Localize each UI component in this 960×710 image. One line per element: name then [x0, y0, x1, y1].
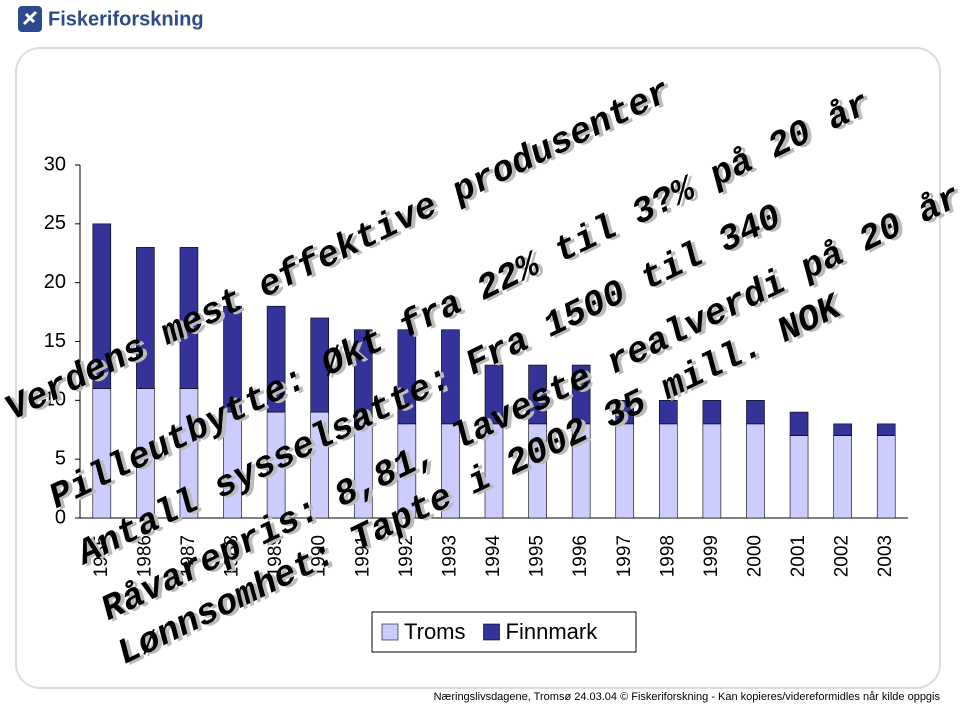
- x-tick-label: 1987: [178, 535, 199, 577]
- bar-segment: [528, 364, 547, 425]
- bar-segment: [876, 423, 896, 436]
- y-tick-label: 15: [44, 330, 66, 352]
- bar-segment: [833, 435, 852, 519]
- x-tick-label: 1990: [309, 535, 330, 577]
- y-tick-label: 10: [44, 389, 66, 411]
- logo-text: Fiskeriforskning: [48, 8, 204, 30]
- bar-segment: [833, 423, 852, 436]
- legend-swatch: [483, 623, 500, 641]
- bar-segment: [310, 317, 329, 413]
- x-tick-label: 1988: [222, 535, 243, 577]
- x-tick-label: 1993: [439, 535, 460, 577]
- bar-segment: [136, 247, 155, 389]
- y-tick-label: 20: [44, 271, 66, 293]
- bar-segment: [746, 423, 765, 519]
- bar-segment: [571, 364, 591, 425]
- x-tick-label: 1985: [91, 535, 112, 577]
- y-tick-label: 5: [55, 447, 66, 469]
- bar-segment: [397, 329, 417, 425]
- bar-segment: [789, 435, 809, 519]
- bar-segment: [876, 435, 896, 519]
- chart: 0 5 10 15 20 25 30 1985 1986 1987 1988 1989 1990 1991…: [44, 153, 908, 653]
- bar-segment: [702, 400, 722, 425]
- x-tick-label: 1996: [570, 535, 591, 577]
- bar-segment: [441, 329, 460, 425]
- bar-segment: [789, 411, 809, 436]
- bar-segment: [659, 423, 678, 519]
- x-tick-label: 1992: [396, 535, 417, 577]
- legend-label: Finnmark: [506, 619, 599, 644]
- x-tick-label: 1999: [701, 535, 722, 577]
- x-tick-label: 1989: [265, 535, 286, 577]
- bar-segment: [223, 305, 242, 413]
- x-tick-label: 1994: [483, 535, 504, 578]
- x-tick-label: 1991: [352, 535, 373, 577]
- bar-segment: [484, 364, 504, 425]
- bar-segment: [353, 329, 373, 425]
- bar-segment: [266, 305, 286, 413]
- legend-swatch: [381, 623, 399, 641]
- x-tick-label: 2003: [875, 535, 896, 577]
- y-tick-label: 30: [44, 153, 66, 175]
- x-tick-label: 1998: [657, 535, 678, 577]
- bar-segment: [659, 400, 678, 425]
- y-tick-label: 25: [44, 212, 66, 234]
- y-tick-label: 0: [55, 506, 66, 528]
- x-tick-label: 2002: [832, 535, 853, 577]
- bar-segment: [92, 223, 112, 389]
- slide-frame: [15, 47, 941, 689]
- bar-segment: [746, 400, 765, 425]
- x-tick-label: 1997: [614, 535, 635, 577]
- x-tick-label: 2000: [744, 535, 765, 577]
- x-tick-label: 1986: [134, 535, 155, 577]
- bar-segment: [179, 247, 199, 389]
- footer: Næringslivsdagene, Tromsø 24.03.04 © Fis…: [434, 691, 941, 703]
- legend-label: Troms: [404, 619, 466, 644]
- logo-mark: [22, 10, 38, 26]
- bar-segment: [702, 423, 722, 519]
- bar-segment: [615, 400, 635, 425]
- x-tick-label: 2001: [788, 535, 809, 577]
- x-tick-label: 1995: [527, 535, 548, 577]
- legend-box: [371, 611, 637, 653]
